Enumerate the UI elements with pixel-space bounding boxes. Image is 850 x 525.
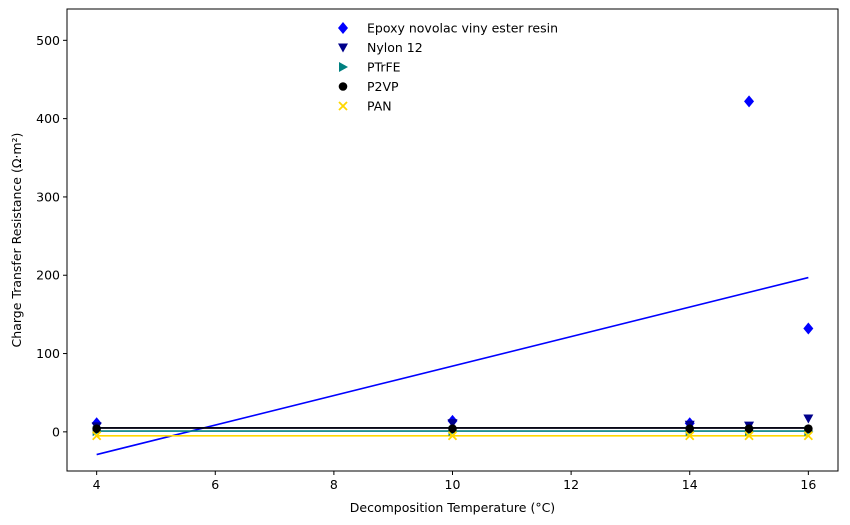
x-tick-label: 14: [682, 477, 698, 492]
y-tick-label: 100: [36, 346, 60, 361]
data-point: [744, 95, 755, 108]
y-tick-label: 400: [36, 111, 60, 126]
legend-label: PAN: [367, 99, 392, 114]
legend: Epoxy novolac viny ester resin Nylon 12 PT…: [338, 21, 558, 114]
data-point: [92, 431, 102, 441]
legend-label: Epoxy novolac viny ester resin: [367, 21, 558, 36]
y-axis-label: Charge Transfer Resistance (Ω·m²): [9, 133, 24, 348]
legend-marker: [339, 62, 348, 72]
data-point: [448, 424, 457, 434]
data-point: [92, 424, 101, 434]
legend-marker: [338, 43, 348, 53]
x-tick-label: 8: [330, 477, 338, 492]
legend-label: Nylon 12: [367, 40, 423, 55]
legend-label: P2VP: [367, 79, 399, 94]
x-tick-label: 10: [445, 477, 461, 492]
data-point: [744, 431, 754, 441]
y-tick-label: 200: [36, 268, 60, 283]
x-tick-label: 12: [563, 477, 579, 492]
data-point: [447, 419, 458, 429]
data-point: [803, 414, 814, 424]
x-tick-label: 16: [800, 477, 816, 492]
x-axis-label: Decomposition Temperature (°C): [350, 500, 555, 515]
data-points: [91, 95, 814, 441]
y-tick-label: 0: [52, 424, 60, 439]
legend-marker: [338, 22, 348, 34]
data-point: [685, 424, 695, 434]
data-point: [744, 424, 754, 434]
legend-marker: [338, 101, 348, 111]
data-point: [804, 424, 813, 434]
data-point: [685, 431, 695, 441]
y-tick-label: 500: [36, 33, 60, 48]
x-tick-label: 6: [211, 477, 219, 492]
data-point: [447, 431, 458, 441]
data-point: [803, 322, 814, 335]
legend-label: PTrFE: [367, 60, 401, 75]
x-axis-ticks: 4 6 8 10 12 14 16: [93, 471, 816, 492]
y-axis-ticks: 0 100 200 300 400 500: [36, 33, 67, 439]
x-tick-label: 4: [93, 477, 101, 492]
axes: [66, 8, 839, 472]
legend-marker: [338, 82, 348, 91]
fit-line: [96, 276, 809, 456]
plot-frame: [66, 8, 839, 472]
y-tick-label: 300: [36, 189, 60, 204]
data-point: [803, 431, 813, 441]
